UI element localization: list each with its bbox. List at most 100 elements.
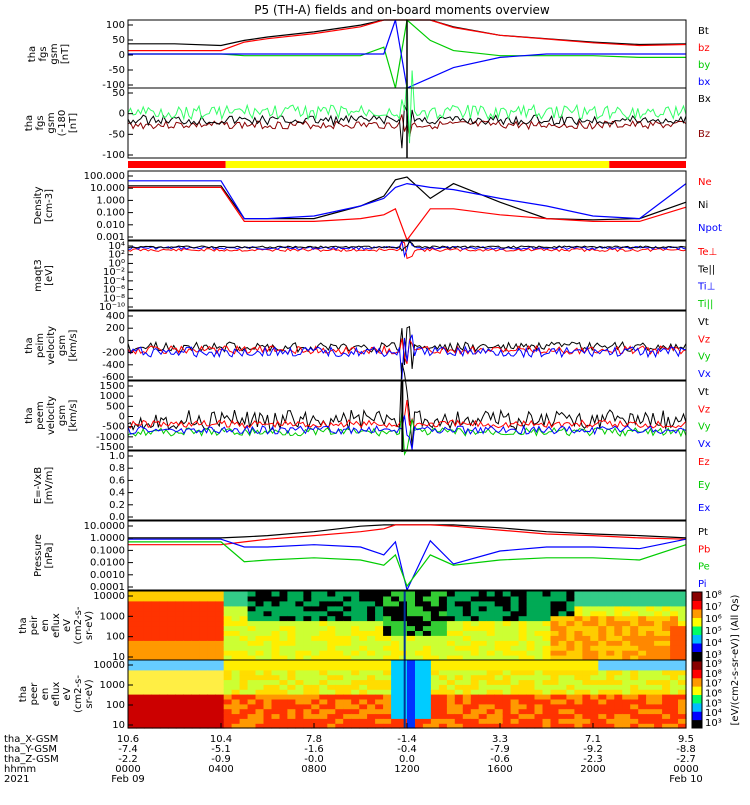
colorbar-swatch [692,592,702,601]
panel-ylabel: eflux [51,682,62,707]
colorbar-tick: 10⁸ [705,669,722,680]
colorbar-swatch [692,719,702,729]
xaxis-row-label: tha_X-GSM [4,734,58,745]
panel-ylabel: [mV/m] [44,467,55,505]
colorbar-tick: 10³ [705,650,722,661]
panel-ylabel: fgs [38,46,49,61]
legend-entry: Ti⊥ [697,282,715,293]
xaxis-value: 0400 [208,764,233,775]
ytick-label: 10 [112,720,125,731]
colorbar-swatch [692,686,702,695]
xaxis-value: 1200 [394,764,419,775]
xaxis-value: 7.1 [585,734,601,745]
ytick-label: 100 [106,700,125,711]
ytick-label: 0.8 [109,463,125,474]
trace-peem-vt [127,362,687,447]
series-line-density-Ne [128,186,687,242]
colorbar-swatch [692,600,702,610]
xaxis-value: -0.0 [304,754,324,765]
trace-te-perp [127,241,687,260]
ytick-label: 0 [119,50,125,61]
legend-entry: Vz [698,334,710,345]
ytick-label: -100 [102,150,125,161]
colorbar-swatch [692,643,702,652]
panel-ylabel: eV [62,687,73,700]
colorbar-tick: 10⁶ [705,614,722,625]
legend-entry: Ne [698,177,712,188]
panel-ylabel: eflux [51,613,62,638]
colorbar-swatch [692,651,702,661]
panel-ylabel: velocity [46,326,57,365]
colorbar-tick: 10⁴ [705,708,722,719]
panel-frame-efield [127,450,687,521]
legend-entry: Vy [698,422,711,433]
ytick-label: 0 [119,109,125,120]
panel-frame-peem [127,380,687,451]
ytick-label: 0.0001 [90,582,125,593]
xaxis-value: 3.3 [492,734,508,745]
ytick-label: 1000 [100,680,125,691]
legend-entry: Ti|| [697,299,713,310]
ytick-label: -600 [102,372,125,383]
ytick-label: 10⁻² [103,267,125,278]
legend-entry: Ez [698,457,710,468]
ytick-label: 10² [108,250,125,261]
panel-ylabel: [km/s] [68,399,79,431]
panel-ylabel: tha [27,46,38,62]
ytick-label: 1.0 [109,451,125,462]
colorbar-tick: 10³ [705,718,722,729]
xaxis-value: -2.2 [118,754,138,765]
legend-entry: by [698,60,710,71]
xaxis-row-label: hhmm [4,764,36,775]
panel-ylabel: tha [24,407,35,423]
ytick-label: 0.010 [96,220,125,231]
legend-entry: Vt [698,317,709,328]
series-line-density-Npot [128,180,687,220]
ytick-label: 50 [112,88,125,99]
panel-ylabel: velocity [46,396,57,435]
legend-entry: Bt [698,26,709,37]
panel-ylabel: tha [18,686,29,702]
panel-ylabel: gsm [57,405,68,426]
ytick-label: 100.000 [84,171,125,182]
ytick-label: -500 [102,422,125,433]
colorbar-swatch [692,617,702,627]
legend-entry: Pb [698,544,710,555]
colorbar-tick: 10⁵ [705,698,722,709]
legend-entry: Bz [698,129,710,140]
panel-ylabel: sr-eV) [84,611,95,640]
xaxis-value: -7.4 [118,744,138,755]
panel-ylabel: E=-VxB [33,467,44,504]
panel-frame-temp [127,240,687,311]
xaxis-value: 0000 [115,764,140,775]
legend-entry: Pe [698,562,710,573]
xaxis-value: 1600 [487,764,512,775]
panel-ylabel: [eV] [44,265,55,286]
xaxis-value: 0800 [301,764,326,775]
ytick-label: 100 [106,20,125,31]
legend-entry: Ey [698,480,710,491]
ytick-label: 1000 [100,611,125,622]
xaxis-value: 9.5 [678,734,694,745]
panel-ylabel: (-180 [57,110,68,137]
colorbar-swatch [692,609,702,618]
panel-frame-peim [127,310,687,381]
trace-peem-vz [127,399,687,429]
legend-entry: Bx [698,94,711,105]
panel-ylabel: Density [33,186,44,224]
xaxis-row-label: tha_Z-GSM [4,754,59,765]
ytick-label: 10⁻⁴ [103,276,125,287]
ytick-label: 10.0000 [84,521,125,532]
ytick-label: -100 [102,80,125,91]
xaxis-value: -1.4 [397,734,417,745]
ytick-label: 400 [106,311,125,322]
xaxis-value: -8.8 [676,744,696,755]
legend-entry: Pt [698,527,708,538]
trace-ti-perp [127,238,687,259]
panel-ylabel: [km/s] [68,329,79,361]
colorbar-swatch [692,702,702,712]
panel-ylabel: gsm [49,43,60,64]
colorbar-frame [691,591,703,661]
